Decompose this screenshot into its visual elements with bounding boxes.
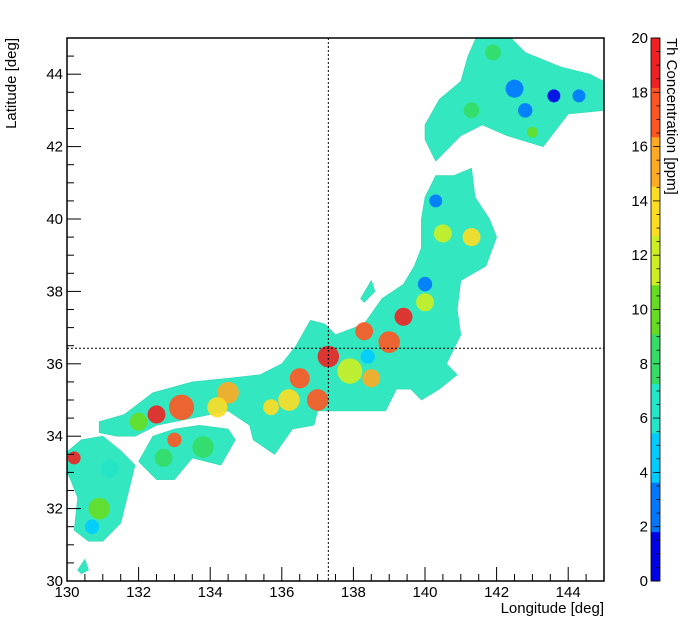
region-hokkaido xyxy=(424,38,604,162)
concentration-spot xyxy=(462,228,481,247)
region-outline-kyushu xyxy=(67,435,136,542)
y-tick-label: 34 xyxy=(46,428,63,445)
x-tick-label: 136 xyxy=(269,584,294,601)
y-tick-label: 44 xyxy=(46,66,63,83)
concentration-spot xyxy=(207,397,228,418)
concentration-spot xyxy=(429,194,443,208)
concentration-spot xyxy=(485,44,501,61)
concentration-spot xyxy=(88,497,110,520)
concentration-spot xyxy=(169,394,195,420)
x-tick-label: 140 xyxy=(412,584,437,601)
colorbar-tick-label: 4 xyxy=(640,464,648,481)
concentration-spot xyxy=(154,448,173,467)
region-outline-tanegashima xyxy=(77,558,89,575)
concentration-spot xyxy=(518,103,533,118)
y-tick-label: 30 xyxy=(46,573,63,590)
concentration-spot xyxy=(278,389,300,411)
colorbar-tick-label: 20 xyxy=(631,30,648,47)
colorbar-segment xyxy=(651,531,660,582)
y-tick-label: 36 xyxy=(46,356,63,373)
concentration-spot xyxy=(360,349,375,364)
concentration-spot xyxy=(306,389,329,411)
colorbar-tick-label: 14 xyxy=(631,193,648,210)
colorbar-tick-label: 0 xyxy=(640,573,648,590)
concentration-spot xyxy=(527,126,538,138)
colorbar-segment xyxy=(651,38,660,88)
concentration-spot xyxy=(394,307,413,326)
concentration-spot xyxy=(101,459,119,478)
region-tanegashima xyxy=(77,558,89,575)
concentration-spot xyxy=(416,293,434,312)
colorbar-segment xyxy=(651,136,660,187)
concentration-spot xyxy=(337,358,363,384)
concentration-spot xyxy=(417,276,433,292)
concentration-spot xyxy=(289,368,310,389)
y-tick-label: 42 xyxy=(46,139,63,156)
x-tick-label: 138 xyxy=(341,584,366,601)
colorbar-title: Th Concentration [ppm] xyxy=(663,38,680,195)
concentration-spot xyxy=(505,79,524,98)
region-honshu xyxy=(98,167,497,455)
y-axis: 30 32 34 36 38 40 42 44 xyxy=(46,37,81,590)
concentration-spot xyxy=(378,331,400,353)
region-shikoku xyxy=(138,424,236,480)
concentration-spot xyxy=(217,381,239,404)
x-axis: 130 132 134 136 138 140 142 144 xyxy=(54,567,605,601)
colorbar-segment xyxy=(651,383,660,434)
concentration-spot xyxy=(572,89,586,103)
region-kyushu xyxy=(67,435,136,542)
concentration-spot xyxy=(547,89,561,103)
concentration-spot xyxy=(463,102,480,119)
concentration-spot xyxy=(192,436,214,458)
colorbar-tick-label: 16 xyxy=(631,139,648,156)
y-tick-label: 38 xyxy=(46,283,63,300)
x-axis-title: Longitude [deg] xyxy=(501,600,604,617)
map-layer xyxy=(67,38,604,575)
concentration-spot xyxy=(263,399,279,416)
x-tick-label: 144 xyxy=(556,584,581,601)
concentration-spot xyxy=(67,451,81,465)
colorbar-tick-label: 6 xyxy=(640,410,648,427)
colorbar-segment xyxy=(651,186,660,236)
concentration-spot xyxy=(317,345,340,368)
colorbar-tick-label: 10 xyxy=(631,302,648,319)
concentration-spot xyxy=(84,519,100,534)
x-tick-label: 130 xyxy=(54,584,79,601)
colorbar-segment xyxy=(651,87,660,138)
region-outline-sado xyxy=(360,279,376,303)
y-tick-label: 40 xyxy=(46,211,63,228)
colorbar-segment xyxy=(651,334,660,385)
x-tick-label: 132 xyxy=(126,584,151,601)
colorbar-tick-label: 18 xyxy=(631,84,648,101)
region-outline-hokkaido xyxy=(424,38,604,162)
concentration-spot xyxy=(167,432,182,448)
colorbar-segment xyxy=(651,482,660,533)
y-tick-label: 32 xyxy=(46,501,63,518)
colorbar-tick-label: 8 xyxy=(640,356,648,373)
colorbar-segment xyxy=(651,432,660,483)
colorbar-segment xyxy=(651,235,660,286)
region-outline-honshu xyxy=(98,167,497,455)
colorbar-tick-label: 2 xyxy=(640,519,648,536)
concentration-spot xyxy=(433,224,452,243)
concentration-spot xyxy=(129,412,148,431)
colorbar-tick-label: 12 xyxy=(631,247,648,264)
x-tick-label: 142 xyxy=(484,584,509,601)
colorbar: 0 2 4 6 8 10 12 14 16 18 20 xyxy=(631,30,661,590)
concentration-spot xyxy=(147,405,166,424)
concentration-spot xyxy=(362,369,381,388)
y-axis-title: Latitude [deg] xyxy=(3,38,20,129)
concentration-spot xyxy=(355,322,374,341)
x-tick-label: 134 xyxy=(198,584,223,601)
region-sado xyxy=(360,279,376,303)
